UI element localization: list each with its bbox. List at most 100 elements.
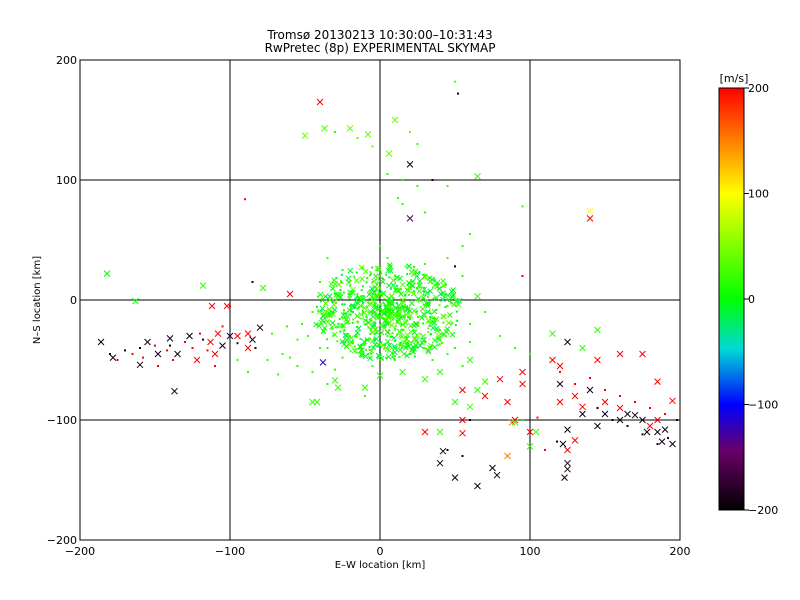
scatter-point-dot — [362, 295, 365, 298]
scatter-point-x — [226, 332, 234, 340]
grid-lines — [80, 60, 680, 540]
scatter-point-dot — [388, 276, 391, 279]
scatter-point-dot — [449, 301, 452, 304]
scatter-point-x — [372, 305, 379, 311]
scatter-point-dot — [611, 419, 614, 421]
scatter-point-dot — [408, 318, 411, 321]
scatter-point-dot — [426, 296, 429, 299]
scatter-point-x — [361, 384, 369, 391]
scatter-point-x — [362, 317, 369, 324]
colorbar-label: [m/s] — [720, 72, 749, 85]
scatter-point-x — [340, 312, 347, 318]
scatter-point-x — [381, 324, 387, 331]
scatter-point-dot — [395, 333, 398, 336]
scatter-point-x — [193, 356, 201, 364]
scatter-point-x — [406, 215, 414, 222]
scatter-point-dot — [429, 333, 432, 336]
scatter-point-dot — [320, 297, 323, 300]
scatter-point-x — [411, 307, 418, 314]
scatter-point-x — [244, 344, 252, 352]
scatter-point-dot — [388, 311, 391, 314]
scatter-point-dot — [376, 281, 379, 284]
scatter-point-x — [406, 161, 414, 168]
scatter-point-dot — [371, 311, 374, 313]
scatter-point-dot — [438, 343, 441, 346]
scatter-point-dot — [416, 185, 419, 187]
scatter-point-dot — [544, 449, 546, 451]
scatter-point-x — [456, 297, 463, 304]
scatter-point-x — [346, 125, 354, 132]
scatter-point-dot — [383, 297, 386, 300]
scatter-point-dot — [341, 303, 344, 306]
scatter-point-x — [421, 375, 429, 383]
scatter-point-dot — [341, 281, 344, 284]
scatter-point-dot — [406, 306, 409, 309]
scatter-point-x — [372, 326, 379, 332]
scatter-point-x — [132, 297, 139, 305]
scatter-point-dot — [296, 365, 299, 367]
scatter-point-dot — [342, 325, 345, 328]
scatter-point-x — [425, 347, 431, 354]
scatter-point-x — [378, 314, 384, 320]
scatter-point-dot — [444, 305, 447, 308]
scatter-point-x — [343, 316, 350, 323]
scatter-point-dot — [393, 355, 396, 358]
scatter-point-dot — [361, 355, 364, 358]
scatter-point-dot — [402, 305, 405, 308]
scatter-point-dot — [411, 285, 414, 288]
scatter-point-x — [411, 336, 418, 343]
scatter-point-dot — [342, 309, 345, 312]
scatter-point-dot — [266, 359, 269, 361]
scatter-point-dot — [385, 311, 388, 314]
scatter-point-x — [410, 290, 417, 297]
scatter-point-dot — [229, 305, 231, 307]
scatter-point-dot — [166, 349, 168, 352]
scatter-point-dot — [451, 321, 454, 324]
scatter-point-dot — [556, 440, 558, 443]
scatter-point-dot — [311, 311, 314, 313]
scatter-point-dot — [404, 265, 407, 268]
scatter-point-x — [313, 321, 319, 328]
scatter-point-dot — [375, 283, 378, 286]
scatter-point-x — [414, 273, 420, 279]
scatter-point-dot — [355, 271, 358, 274]
scatter-point-dot — [349, 313, 352, 316]
scatter-point-x — [481, 392, 489, 400]
scatter-point-dot — [332, 334, 335, 337]
scatter-point-x — [504, 398, 511, 406]
scatter-point-dot — [342, 311, 345, 314]
scatter-point-dot — [399, 287, 402, 290]
scatter-point-x — [368, 285, 375, 292]
scatter-point-dot — [341, 356, 344, 359]
scatter-point-x — [413, 320, 420, 327]
scatter-point-x — [321, 125, 328, 132]
scatter-point-dot — [379, 324, 382, 327]
scatter-point-x — [564, 446, 571, 454]
scatter-point-x — [616, 350, 624, 358]
scatter-point-dot — [349, 310, 352, 313]
scatter-point-x — [561, 474, 568, 481]
scatter-point-dot — [356, 293, 359, 295]
scatter-point-dot — [326, 257, 329, 259]
scatter-point-x — [440, 296, 446, 303]
scatter-point-dot — [343, 328, 346, 331]
scatter-point-dot — [236, 359, 239, 361]
scatter-point-x — [404, 352, 410, 359]
scatter-point-dot — [428, 276, 431, 279]
scatter-point-x — [386, 262, 393, 268]
scatter-point-dot — [435, 308, 438, 311]
scatter-point-x — [594, 422, 601, 430]
scatter-point-dot — [391, 332, 394, 335]
scatter-point-dot — [396, 302, 399, 305]
scatter-point-dot — [341, 269, 344, 271]
scatter-point-x — [564, 459, 571, 467]
scatter-point-x — [424, 290, 431, 296]
scatter-point-dot — [374, 332, 377, 335]
scatter-point-x — [474, 482, 481, 490]
scatter-point-x — [256, 324, 264, 331]
scatter-point-dot — [409, 317, 411, 319]
scatter-point-dot — [604, 389, 606, 391]
scatter-point-dot — [441, 341, 444, 344]
scatter-point-dot — [342, 330, 345, 333]
scatter-point-dot — [397, 197, 399, 199]
